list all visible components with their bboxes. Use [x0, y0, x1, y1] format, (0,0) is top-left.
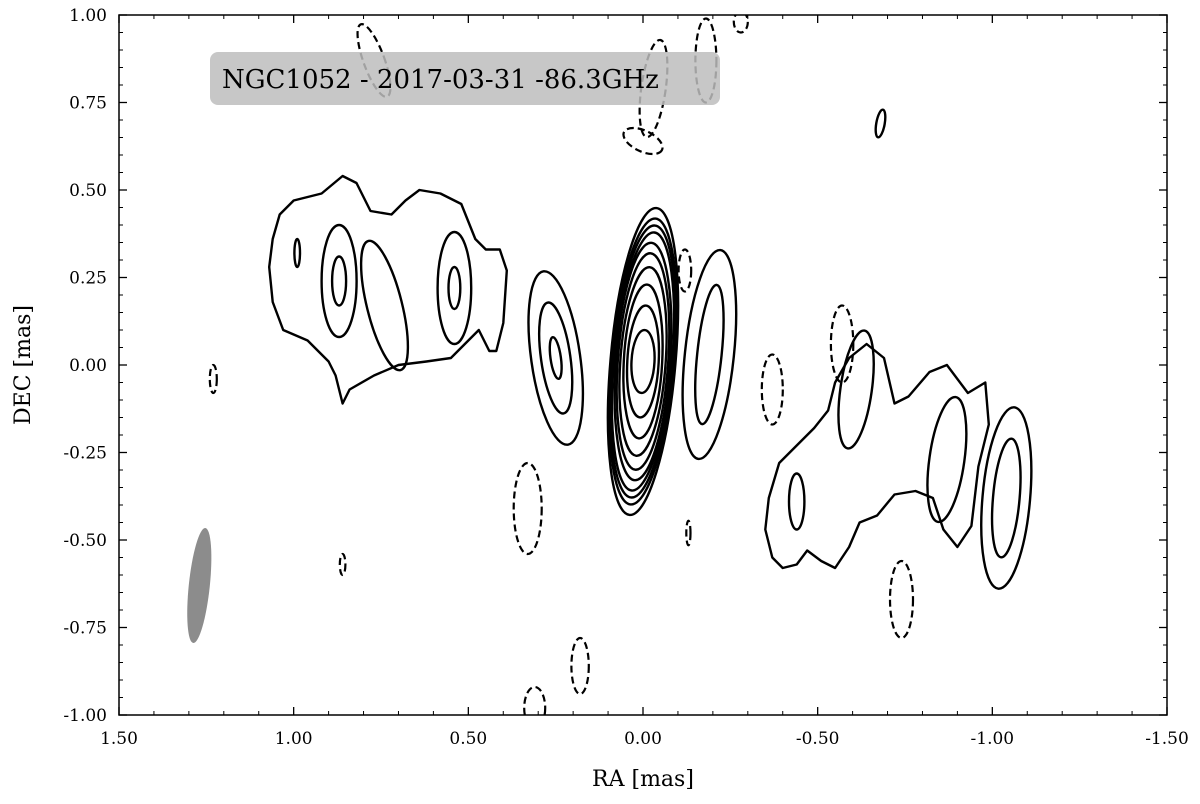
x-tick-label: 1.00: [275, 729, 313, 749]
y-tick-label: 0.25: [69, 269, 107, 289]
title-background: [210, 52, 720, 105]
y-tick-label: 0.75: [69, 94, 107, 114]
x-tick-label: -1.50: [1145, 729, 1189, 749]
negative-contour-9: [208, 363, 218, 395]
negative-contour-3: [622, 126, 664, 156]
title-box: NGC1052 - 2017-03-31 -86.3GHz: [210, 52, 720, 105]
contour-core-level-4: [618, 266, 668, 457]
contour-east-knot-b-level-2: [436, 230, 473, 346]
x-tick-label: 0.00: [624, 729, 662, 749]
contour-west-knot-c-level-2: [980, 406, 1033, 590]
negative-contour-8: [760, 353, 784, 426]
y-tick-label: -0.75: [63, 619, 107, 639]
contour-core-level-2: [625, 304, 661, 419]
axis-ticks: [118, 14, 1168, 716]
y-tick-label: 1.00: [69, 6, 107, 26]
beam-layer: [187, 528, 212, 643]
contour-east-inner-level-1: [548, 335, 563, 381]
axis-tick-labels: 1.50 1.00 0.50 0.00 -0.50 -1.00 -1.50 -1.00 -0.7…: [63, 6, 1188, 749]
contour-core-level-1: [630, 328, 656, 395]
contour-east-inner-level-3: [527, 270, 585, 446]
beam-ellipse: [187, 528, 212, 643]
contour-west-knot-a-level-1: [837, 329, 875, 450]
contour-core-level-5: [615, 252, 671, 471]
y-tick-label: 0.50: [69, 181, 107, 201]
x-tick-label: 1.50: [100, 729, 138, 749]
contour-west-inner-level-1: [694, 283, 725, 426]
contour-layer: [208, 15, 1033, 715]
x-tick-label: 0.50: [449, 729, 487, 749]
y-tick-label: -0.50: [63, 531, 107, 551]
negative-contour-5: [732, 15, 749, 34]
y-tick-label: 0.00: [69, 356, 107, 376]
contour-west-knot-b-level-1: [926, 395, 968, 524]
contour-east-inner-level-2: [537, 301, 574, 415]
contour-core-level-10: [606, 206, 680, 517]
contour-east-knot-d-level-1: [293, 237, 302, 269]
negative-contour-12: [338, 552, 347, 577]
contour-core-level-7: [610, 231, 676, 492]
contour-west-envelope: [764, 342, 990, 570]
contour-east-knot-a-level-1: [330, 255, 348, 307]
contour-east-knot-a-level-2: [320, 223, 358, 339]
contour-east-knot-c-level-1: [359, 239, 410, 372]
y-tick-label: -1.00: [63, 706, 107, 726]
contour-east-knot-b-level-1: [447, 265, 462, 311]
x-axis-label: RA [mas]: [592, 767, 694, 792]
negative-contour-7: [829, 304, 855, 384]
negative-contour-15: [523, 685, 547, 715]
negative-contour-14: [570, 636, 590, 696]
contour-west-knot-d-level-1: [787, 472, 806, 531]
x-tick-label: -1.00: [971, 729, 1015, 749]
contour-east-envelope: [268, 174, 508, 405]
negative-contour-11: [685, 519, 692, 547]
x-tick-label: -0.50: [796, 729, 840, 749]
contour-core-level-6: [613, 241, 673, 482]
contour-far-northwest-level-1: [874, 108, 887, 139]
chart-title: NGC1052 - 2017-03-31 -86.3GHz: [222, 65, 659, 95]
contour-west-knot-c-level-1: [990, 437, 1022, 559]
contour-west-inner-level-2: [681, 248, 738, 461]
negative-contour-13: [888, 559, 915, 640]
contour-core-level-3: [622, 283, 664, 440]
y-tick-label: -0.25: [63, 444, 107, 464]
negative-contour-6: [677, 248, 693, 293]
negative-contour-10: [512, 461, 543, 556]
y-axis-label: DEC [mas]: [11, 305, 36, 425]
